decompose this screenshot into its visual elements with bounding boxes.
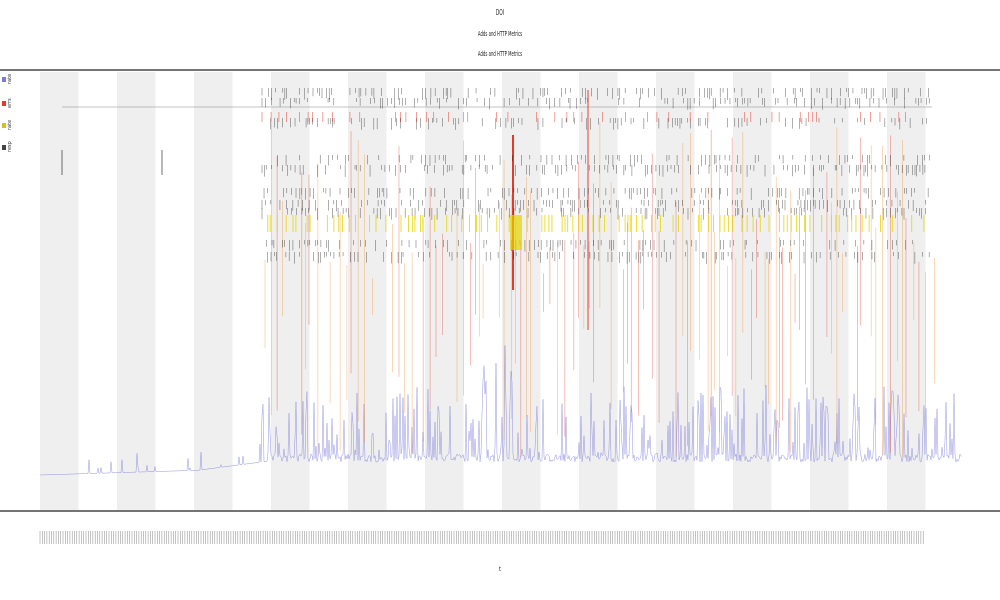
legend-label: errs xyxy=(7,98,13,108)
background-band xyxy=(348,72,387,510)
legend-swatch xyxy=(2,123,6,128)
background-band xyxy=(40,72,79,510)
title-block: DOI Adds and HTTP Metrics Adds and HTTP … xyxy=(0,0,1000,70)
legend-swatch xyxy=(2,77,6,82)
legend-swatch xyxy=(2,101,6,106)
background-band xyxy=(194,72,233,510)
legend-swatch xyxy=(2,145,6,150)
legend-label: rate xyxy=(7,73,13,84)
chart-subtitle-2: Adds and HTTP Metrics xyxy=(477,50,523,58)
legend-item: rate xyxy=(2,120,16,132)
chart-title: DOI xyxy=(495,8,505,17)
legend-item: rate xyxy=(2,74,16,86)
yellow-marker xyxy=(510,215,522,250)
legend-item: errs xyxy=(2,98,16,110)
x-axis-label: t xyxy=(498,566,502,573)
background-band xyxy=(502,72,541,510)
background-band xyxy=(656,72,695,510)
rate-series-line xyxy=(40,345,963,476)
background-band xyxy=(117,72,156,510)
legend-label: rate xyxy=(7,119,13,130)
background-band xyxy=(271,72,310,510)
background-band xyxy=(579,72,618,510)
chart-subtitle-1: Adds and HTTP Metrics xyxy=(477,30,523,38)
legend-item: resp xyxy=(2,141,16,154)
legend-label: resp xyxy=(7,141,13,152)
